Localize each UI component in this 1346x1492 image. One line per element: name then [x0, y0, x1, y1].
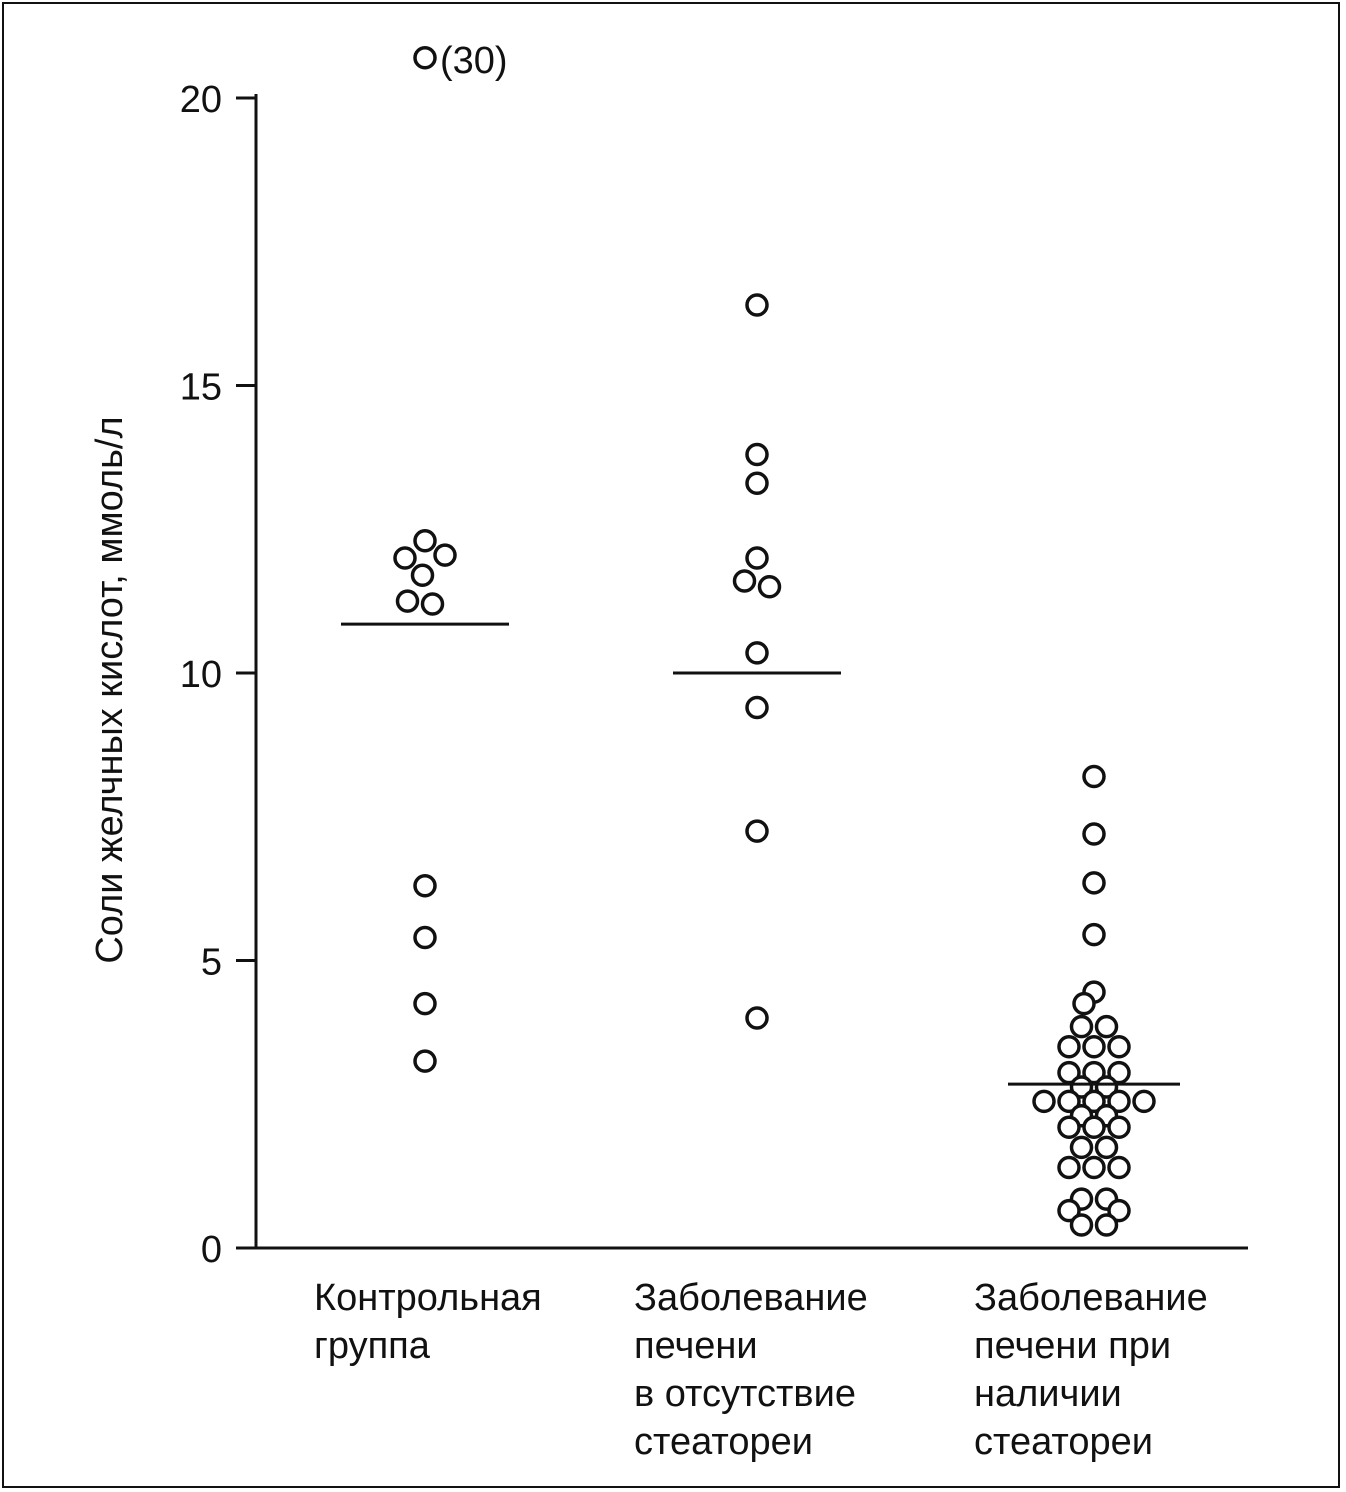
data-point: [413, 1049, 437, 1073]
data-point: [413, 925, 437, 950]
data-point: [1107, 1115, 1131, 1139]
data-point: [1057, 1155, 1081, 1180]
data-point: [745, 695, 769, 720]
y-axis-label: Соли желчных кислот, ммоль/л: [89, 416, 131, 963]
data-point: [1057, 1089, 1081, 1114]
data-point: [420, 592, 445, 616]
y-tick-label: 20: [180, 79, 222, 121]
data-point: [745, 293, 769, 317]
x-category-label-line: Контрольная: [314, 1277, 542, 1319]
data-point: [745, 1006, 769, 1030]
data-point: [745, 819, 769, 843]
data-point: [1132, 1089, 1156, 1114]
x-category-label-line: печени при: [974, 1325, 1171, 1367]
data-point: [757, 575, 782, 599]
data-point: [1057, 1115, 1081, 1139]
data-point: [732, 569, 757, 593]
data-point: [410, 563, 435, 587]
x-category-label-line: стеатореи: [974, 1421, 1153, 1463]
data-point: [1069, 1213, 1094, 1237]
data-point: [1094, 1075, 1119, 1099]
y-tick-label: 15: [180, 367, 222, 409]
x-category-label-line: группа: [314, 1325, 431, 1367]
chart-labels: Контрольная группа Заболевание печени в отсу…: [314, 1277, 1208, 1463]
data-point: [1057, 1198, 1081, 1223]
data-point: [1107, 1155, 1131, 1180]
data-point: [745, 471, 769, 495]
data-point: [1032, 1089, 1056, 1114]
data-point: [1082, 822, 1106, 846]
outlier-annotation: (30): [440, 40, 508, 82]
data-point: [1107, 1089, 1131, 1114]
data-point: [395, 589, 420, 613]
data-point: [745, 442, 769, 467]
data-point: [433, 543, 457, 567]
x-category-label-line: наличии: [974, 1373, 1122, 1415]
data-point: [413, 991, 437, 1016]
data-point: [413, 874, 437, 898]
x-category-label-line: печени: [634, 1325, 758, 1367]
data-point: [1069, 1014, 1094, 1039]
x-category-label-line: Заболевание: [634, 1277, 868, 1319]
y-axis: 0 5 10 15 20: [180, 79, 258, 1271]
data-point: [1082, 1155, 1106, 1180]
data-point: [1082, 764, 1106, 789]
data-point: [1082, 1089, 1106, 1114]
x-category-label-line: Заболевание: [974, 1277, 1208, 1319]
y-tick-label: 0: [201, 1229, 222, 1271]
data-point: [1082, 922, 1106, 947]
x-category-label-line: стеатореи: [634, 1421, 813, 1463]
x-category-label: Контрольная группа: [314, 1277, 542, 1367]
x-category-label: Заболевание печени в отсутствие стеатореи: [634, 1277, 868, 1463]
y-tick-label: 10: [180, 654, 222, 696]
y-tick-label: 5: [201, 942, 222, 984]
data-point: [1094, 1014, 1119, 1039]
data-point: [393, 546, 417, 570]
data-point: [1069, 1135, 1094, 1160]
data-point: [413, 46, 437, 70]
data-point: [1057, 1035, 1081, 1059]
data-point: [1082, 1115, 1106, 1139]
data-point: [1094, 1135, 1119, 1160]
data-point: [1069, 1075, 1094, 1099]
data-point: [1107, 1035, 1131, 1059]
data-point: [745, 546, 769, 570]
data-point: [1082, 871, 1106, 895]
data-point: [1082, 1035, 1106, 1059]
x-category-label: Заболевание печени при наличии стеатореи: [974, 1277, 1208, 1463]
data-point: [413, 529, 437, 553]
x-category-label-line: в отсутствие: [634, 1373, 856, 1415]
data-point: [1107, 1198, 1131, 1223]
data-point: [1072, 991, 1096, 1016]
data-point: [1094, 1213, 1119, 1237]
data-point: [745, 641, 769, 665]
chart-marks: [341, 46, 1180, 1237]
